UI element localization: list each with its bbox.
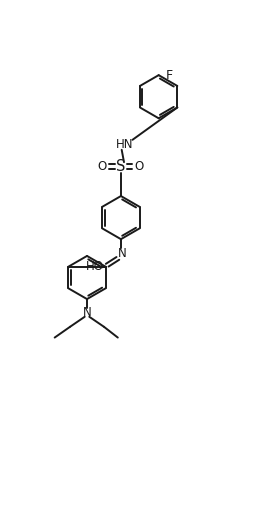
Text: N: N [118,246,127,260]
Text: S: S [116,160,126,174]
Text: O: O [98,160,107,173]
Text: F: F [165,69,173,82]
Text: O: O [135,160,144,173]
Text: N: N [83,306,92,320]
Text: HO: HO [86,260,104,273]
Text: HN: HN [116,138,134,151]
